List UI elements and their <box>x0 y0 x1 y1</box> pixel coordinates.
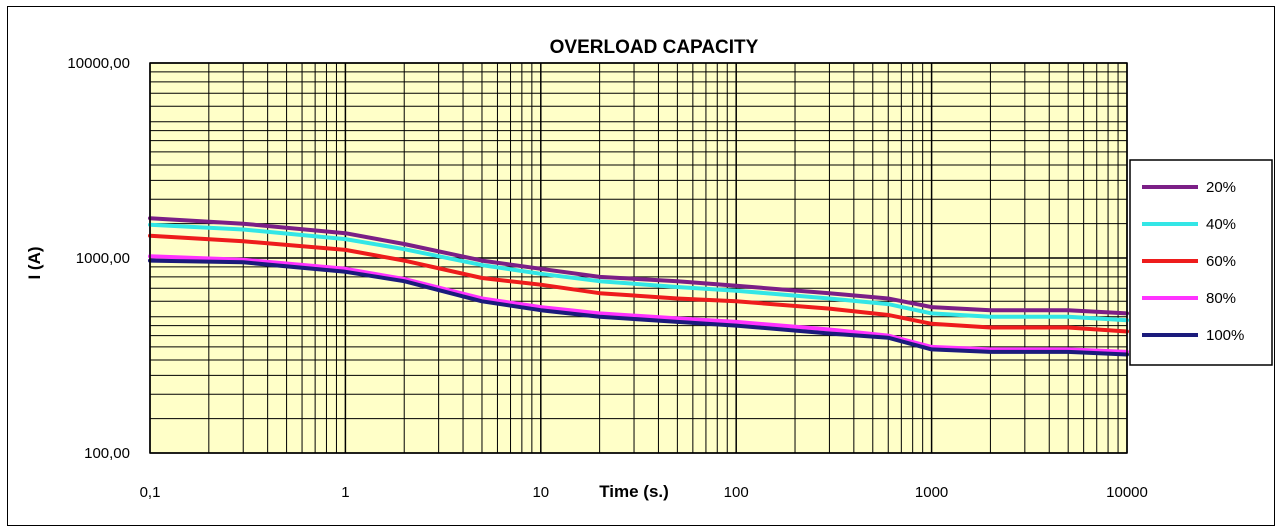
series-line-40pct <box>148 222 1129 323</box>
x-tick-label: 1000 <box>915 484 948 501</box>
y-tick-label: 10000,00 <box>67 55 130 72</box>
y-tick-labels: 100,00 1000,00 10000,00 <box>67 55 130 462</box>
x-tick-labels: 0,1 1 10 100 1000 10000 <box>140 484 1148 501</box>
y-axis-label: I (A) <box>25 246 44 279</box>
chart-title: OVERLOAD CAPACITY <box>550 37 759 58</box>
x-tick-label: 10000 <box>1106 484 1148 501</box>
series-line-60pct <box>148 233 1129 334</box>
legend: 20% 40% 60% 80% 100% <box>1129 159 1273 366</box>
x-tick-label: 1 <box>341 484 349 501</box>
y-tick-label: 100,00 <box>84 445 130 462</box>
x-tick-label: 100 <box>724 484 749 501</box>
legend-label: 40% <box>1206 216 1236 233</box>
series-line-100pct <box>148 258 1129 357</box>
grid-minor-y <box>150 71 1127 420</box>
plot-border <box>149 62 1128 454</box>
legend-label: 80% <box>1206 290 1236 307</box>
series-line-20pct <box>148 216 1129 316</box>
legend-label: 100% <box>1206 327 1244 344</box>
legend-label: 60% <box>1206 253 1236 270</box>
x-axis-label: Time (s.) <box>599 482 669 501</box>
x-tick-label: 10 <box>532 484 549 501</box>
y-tick-label: 1000,00 <box>76 250 130 267</box>
series-layer <box>148 216 1129 357</box>
legend-label: 20% <box>1206 179 1236 196</box>
x-tick-label: 0,1 <box>140 484 161 501</box>
series-line-80pct <box>148 254 1129 354</box>
